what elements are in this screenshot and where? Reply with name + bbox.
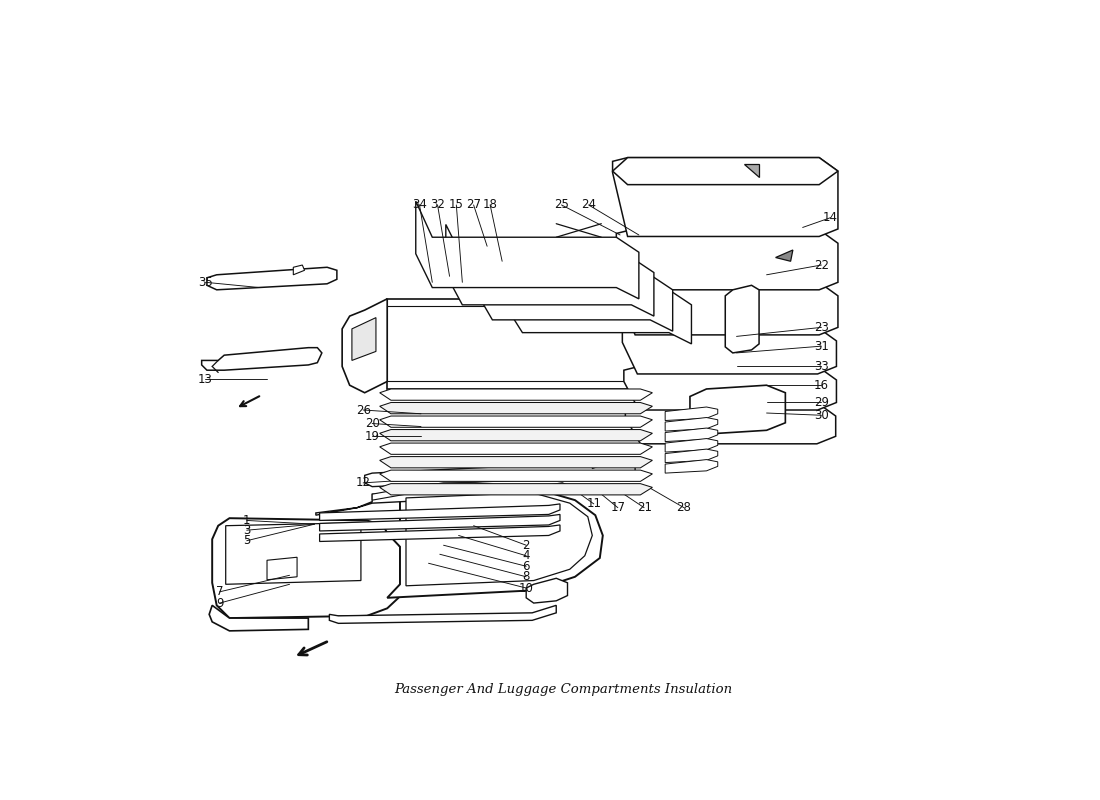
Polygon shape	[379, 470, 652, 482]
Text: 16: 16	[814, 378, 829, 392]
Polygon shape	[506, 262, 692, 344]
Text: 32: 32	[430, 198, 446, 211]
Text: 12: 12	[355, 476, 371, 490]
Polygon shape	[379, 484, 652, 495]
Polygon shape	[624, 366, 836, 410]
Polygon shape	[666, 407, 717, 421]
Polygon shape	[379, 457, 652, 468]
Text: 13: 13	[198, 373, 213, 386]
Text: 9: 9	[216, 597, 223, 610]
Text: 35: 35	[198, 276, 212, 289]
Text: 15: 15	[449, 198, 464, 211]
Polygon shape	[387, 306, 637, 382]
Polygon shape	[625, 402, 836, 444]
Text: 23: 23	[814, 321, 829, 334]
Text: 5: 5	[243, 534, 251, 547]
Text: 6: 6	[522, 560, 530, 573]
Polygon shape	[666, 418, 717, 431]
Polygon shape	[207, 267, 337, 290]
Text: 7: 7	[216, 586, 223, 598]
Polygon shape	[637, 299, 676, 389]
Polygon shape	[352, 318, 376, 361]
Polygon shape	[616, 230, 838, 290]
Text: 19: 19	[365, 430, 380, 443]
Polygon shape	[666, 428, 717, 442]
Polygon shape	[476, 244, 673, 331]
Polygon shape	[320, 504, 560, 521]
Text: 30: 30	[814, 409, 828, 422]
Polygon shape	[387, 299, 647, 389]
Polygon shape	[209, 606, 308, 631]
Text: 28: 28	[676, 501, 692, 514]
Polygon shape	[384, 488, 603, 598]
Text: 26: 26	[355, 403, 371, 417]
Polygon shape	[406, 493, 592, 586]
Polygon shape	[212, 518, 400, 618]
Polygon shape	[666, 449, 717, 462]
Polygon shape	[342, 299, 387, 393]
Text: 20: 20	[365, 417, 380, 430]
Polygon shape	[294, 265, 305, 274]
Polygon shape	[389, 472, 396, 479]
Polygon shape	[666, 459, 717, 473]
Polygon shape	[446, 225, 653, 316]
Polygon shape	[379, 416, 652, 427]
Text: 11: 11	[586, 498, 602, 510]
Text: 33: 33	[814, 360, 828, 373]
Polygon shape	[744, 164, 759, 177]
Polygon shape	[526, 578, 568, 603]
Text: 18: 18	[483, 198, 497, 211]
Polygon shape	[329, 606, 557, 623]
Polygon shape	[372, 483, 549, 500]
Polygon shape	[379, 443, 652, 454]
Text: 8: 8	[522, 570, 530, 583]
Polygon shape	[613, 158, 838, 185]
Polygon shape	[776, 250, 793, 262]
Text: 25: 25	[554, 198, 569, 211]
Text: 4: 4	[522, 550, 530, 562]
Polygon shape	[725, 286, 759, 353]
Polygon shape	[365, 460, 635, 486]
Polygon shape	[592, 461, 598, 469]
Text: 29: 29	[814, 396, 829, 409]
Text: 14: 14	[823, 211, 838, 224]
Polygon shape	[379, 402, 652, 414]
Text: 27: 27	[466, 198, 481, 211]
Text: 22: 22	[814, 258, 829, 271]
Text: 17: 17	[610, 501, 625, 514]
Text: Passenger And Luggage Compartments Insulation: Passenger And Luggage Compartments Insul…	[395, 683, 733, 696]
Text: 21: 21	[637, 501, 651, 514]
Text: 2: 2	[522, 538, 530, 552]
Polygon shape	[267, 558, 297, 580]
Polygon shape	[379, 389, 652, 400]
Polygon shape	[623, 327, 836, 374]
Polygon shape	[690, 386, 785, 434]
Text: 10: 10	[519, 582, 534, 594]
Polygon shape	[379, 430, 652, 441]
Polygon shape	[613, 158, 838, 237]
Polygon shape	[201, 348, 322, 370]
Polygon shape	[320, 514, 560, 531]
Polygon shape	[316, 483, 568, 515]
Text: 34: 34	[412, 198, 427, 211]
Polygon shape	[647, 320, 666, 359]
Polygon shape	[416, 201, 639, 299]
Polygon shape	[666, 438, 717, 452]
Polygon shape	[226, 522, 361, 584]
Polygon shape	[620, 282, 838, 335]
Polygon shape	[320, 525, 560, 542]
Text: 31: 31	[814, 340, 829, 353]
Text: 24: 24	[581, 198, 596, 211]
Text: 3: 3	[243, 524, 251, 537]
Text: 1: 1	[243, 514, 251, 527]
